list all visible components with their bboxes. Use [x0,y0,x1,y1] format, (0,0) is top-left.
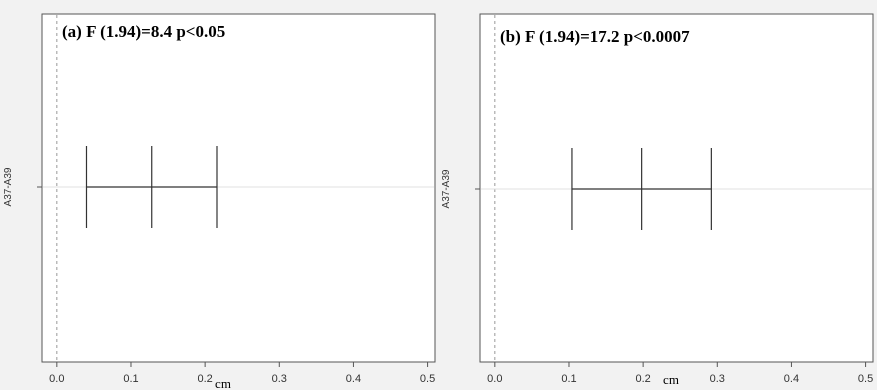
error-bar-group [85,146,218,228]
x-tick-label: 0.5 [858,373,873,385]
x-tick-label: 0.2 [635,373,650,385]
panel-title: (b) F (1.94)=17.2 p<0.0007 [500,27,690,46]
x-tick-label: 0.0 [487,373,502,385]
x-tick-label: 0.1 [123,373,138,385]
plot-area [41,13,436,363]
x-tick-label: 0.4 [346,373,361,385]
panel-b: A37-A39 0.0 0.1 0.2 0.3 0.4 0.5 (b) F (1.94)=… [441,13,874,387]
x-tick-label: 0.4 [784,373,799,385]
panel-a: A37-A39 0.0 0.1 0.2 0.3 0.4 0.5 (a) F (1.94)=… [3,13,436,390]
x-tick-label: 0.1 [561,373,576,385]
panel-title: (a) F (1.94)=8.4 p<0.05 [62,22,225,41]
x-tick-label: 0.0 [49,373,64,385]
x-tick-label: 0.5 [420,373,435,385]
x-axis-unit-label: cm [663,372,679,387]
x-tick-label: 0.3 [272,373,287,385]
x-axis-unit-label: cm [215,376,231,390]
category-label: A37-A39 [3,167,14,206]
x-tick-label: 0.2 [197,373,212,385]
category-label: A37-A39 [441,169,452,208]
error-bar-group [571,148,712,230]
x-axis: 0.0 0.1 0.2 0.3 0.4 0.5 [487,362,873,385]
x-axis: 0.0 0.1 0.2 0.3 0.4 0.5 [49,362,435,385]
x-tick-label: 0.3 [710,373,725,385]
plot-area [479,13,874,363]
